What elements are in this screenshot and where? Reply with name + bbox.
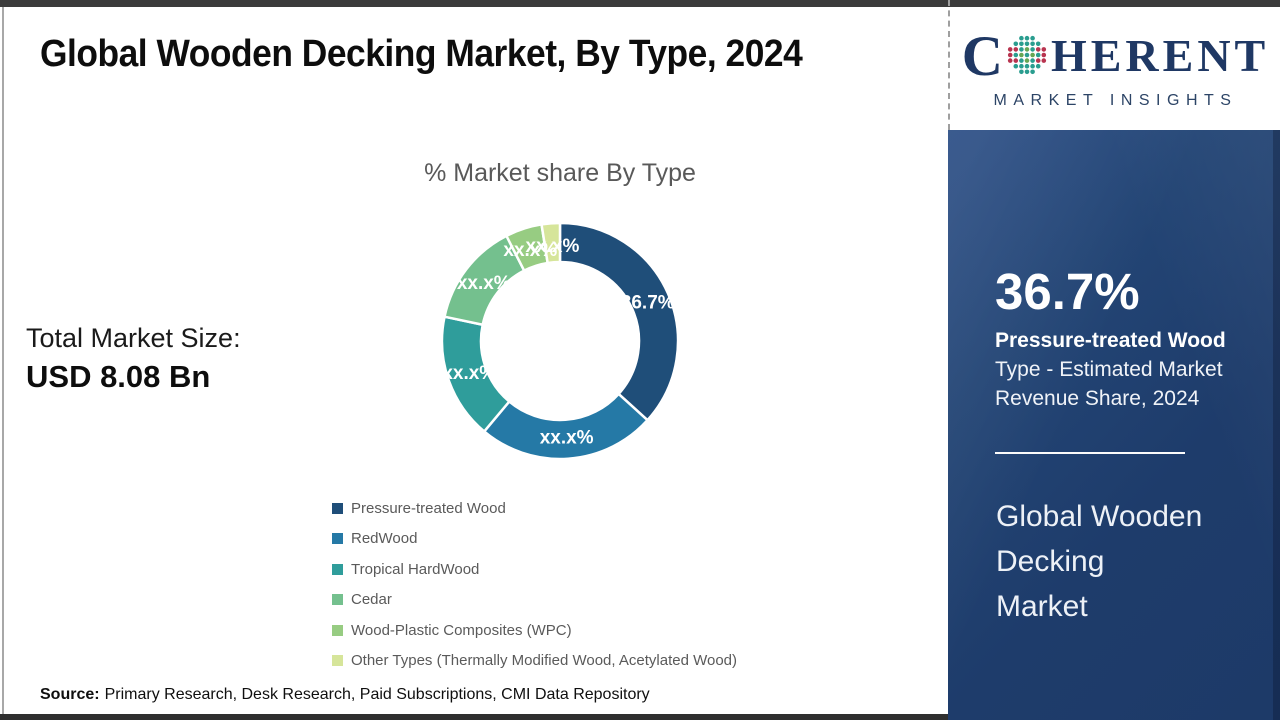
sidebar-stat-caption-lines: Type - Estimated Market Revenue Share, 20… [995,355,1226,413]
donut-label: 36.7% [621,293,675,314]
legend-swatch [332,624,343,636]
page-title: Global Wooden Decking Market, By Type, 2… [40,33,803,75]
legend-swatch [332,594,343,606]
legend-swatch [332,563,343,575]
donut-label: xx.x% [503,240,557,261]
legend-label: Wood-Plastic Composites (WPC) [351,621,572,639]
sidebar-stat-caption-line: Revenue Share, 2024 [995,387,1200,410]
sidebar-stat-caption: Pressure-treated Wood Type - Estimated M… [995,326,1226,413]
legend-label: Pressure-treated Wood [351,499,506,517]
legend-swatch [332,502,343,514]
donut-label: xx.x% [442,363,496,384]
sidebar-market-name-line: Global Wooden [996,500,1203,533]
sidebar-right-shade [1273,130,1280,720]
legend-item: RedWood [332,524,737,555]
legend-item: Pressure-treated Wood [332,493,737,524]
donut-slice [540,221,562,265]
donut-slice [558,221,680,422]
sidebar-market-name-line: Market [996,590,1088,623]
logo-tagline: MARKET INSIGHTS [993,91,1238,109]
sidebar-market-name-line: Decking [996,545,1105,578]
donut-label: xx.x% [457,273,511,294]
logo-box: C HERENT MARKET INSIGHTS [951,7,1280,130]
total-market-size-label: Total Market Size: [26,323,241,353]
logo-word-rest: HERENT [1050,30,1270,81]
legend-swatch [332,533,343,545]
sidebar-panel [948,130,1280,720]
legend-item: Cedar [332,585,737,616]
sidebar-stat-caption-line: Type - Estimated Market [995,358,1223,381]
bottom-frame-bar [0,714,948,720]
globe-dots-icon [1007,35,1047,75]
legend-item: Tropical HardWood [332,554,737,585]
source-text: Primary Research, Desk Research, Paid Su… [104,686,650,703]
left-frame-border [2,7,4,714]
legend-label: RedWood [351,530,418,548]
logo-letter-c: C [961,24,1003,88]
legend-label: Tropical HardWood [351,560,480,578]
sidebar-divider [995,452,1185,454]
sidebar-market-name: Global Wooden Decking Market [996,494,1202,629]
legend-label: Other Types (Thermally Modified Wood, Ac… [351,652,738,670]
legend-item: Other Types (Thermally Modified Wood, Ac… [332,646,737,677]
total-market-size-value: USD 8.08 Bn [26,359,211,394]
legend-swatch [332,655,343,667]
logo-wordmark: C HERENT [962,28,1269,85]
header-dashed-divider [948,0,950,130]
sidebar-stat-value: 36.7% [995,263,1140,320]
top-frame-bar [0,0,1280,7]
donut-label: xx.x% [526,236,580,257]
donut-label: xx.x% [540,427,594,448]
legend-item: Wood-Plastic Composites (WPC) [332,615,737,646]
source-label: Source: [40,686,100,703]
chart-title: % Market share By Type [424,159,696,187]
source-line: Source: Primary Research, Desk Research, … [40,686,650,704]
market-share-donut-chart: 36.7%xx.x%xx.x%xx.x%xx.x%xx.x% [440,221,680,461]
sidebar-stat-caption-bold: Pressure-treated Wood [995,329,1226,352]
chart-legend: Pressure-treated Wood RedWood Tropical Har… [332,493,737,676]
legend-label: Cedar [351,591,392,609]
